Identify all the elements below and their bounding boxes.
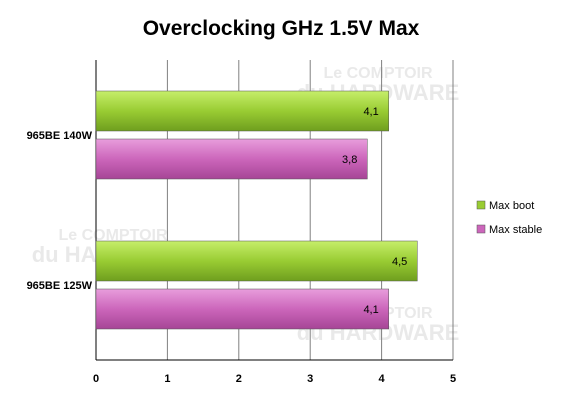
bar-max-boot — [95, 90, 389, 132]
watermark-line1: Le COMPTOIR — [323, 65, 432, 82]
chart-title: Overclocking GHz 1.5V Max — [143, 17, 420, 40]
legend-label: Max stable — [489, 224, 542, 236]
x-tick-label: 0 — [93, 373, 99, 385]
x-tick-label: 3 — [307, 373, 313, 385]
bar-max-boot — [95, 240, 418, 282]
legend: Max boot Max stable — [476, 200, 542, 236]
x-tick-label: 1 — [164, 373, 170, 385]
watermark-line1: Le COMPTOIR — [58, 227, 167, 244]
bar-max-stable — [95, 138, 368, 180]
plot-area: 0 1 2 3 4 5 4,1 3,8 965BE 140W 4,5 4,1 965BE 125W — [27, 60, 456, 385]
category-label: 965BE 125W — [27, 280, 93, 292]
legend-label: Max boot — [489, 200, 534, 212]
x-tick-label: 4 — [379, 373, 386, 385]
bar-value-label: 4,1 — [363, 304, 378, 316]
legend-swatch — [476, 224, 486, 234]
x-tick-label: 2 — [236, 373, 242, 385]
bar-value-label: 3,8 — [342, 154, 357, 166]
category-label: 965BE 140W — [27, 130, 93, 142]
x-tick-label: 5 — [450, 373, 456, 385]
legend-swatch — [476, 200, 486, 210]
bar-max-stable — [95, 288, 389, 330]
bar-value-label: 4,1 — [363, 106, 378, 118]
bar-value-label: 4,5 — [392, 256, 407, 268]
